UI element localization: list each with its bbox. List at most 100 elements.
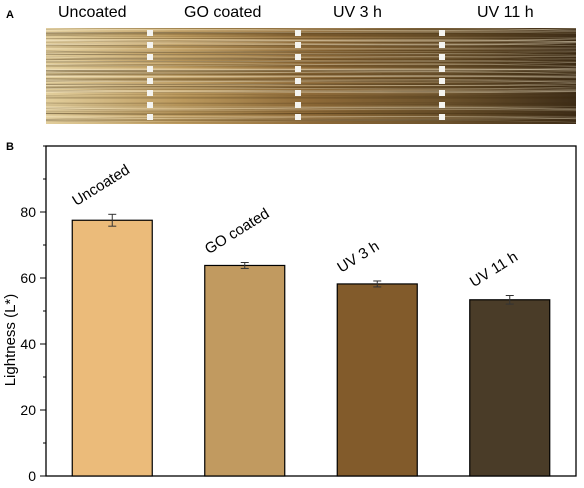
tape-marker <box>295 42 301 48</box>
hair-strand <box>46 118 576 121</box>
tape-marker <box>439 102 445 108</box>
hair-strand <box>46 31 576 34</box>
hair-swatch <box>46 28 576 124</box>
y-axis-label: Lightness (L*) <box>2 294 19 387</box>
y-tick-label: 40 <box>20 336 36 352</box>
hair-strand <box>46 39 576 42</box>
hair-strand <box>46 116 576 120</box>
hair-strand <box>46 57 576 60</box>
tape-marker <box>439 90 445 96</box>
tape-marker <box>147 102 153 108</box>
hair-strand <box>46 108 576 112</box>
hair-strand <box>46 53 576 56</box>
hair-strand <box>46 116 576 120</box>
tape-marker <box>295 54 301 60</box>
hair-strand <box>46 102 576 105</box>
hair-strand <box>46 70 576 74</box>
hair-strand <box>46 28 576 30</box>
tape-marker <box>295 66 301 72</box>
hair-strand <box>46 55 576 59</box>
hair-strand <box>46 31 576 34</box>
hair-strand <box>46 112 576 115</box>
tape-marker <box>295 78 301 84</box>
hair-strand <box>46 55 576 58</box>
hair-strand <box>46 37 576 40</box>
hair-strand <box>46 31 576 34</box>
caption-uncoated: Uncoated <box>58 4 127 21</box>
hair-strand <box>46 60 576 63</box>
hair-strand <box>46 112 576 116</box>
hair-strand <box>46 68 576 71</box>
hair-strand <box>46 79 576 82</box>
hair-strand <box>46 85 576 89</box>
hair-strand <box>46 53 576 55</box>
hair-strand <box>46 83 576 86</box>
caption-uv-11h: UV 11 h <box>477 4 534 21</box>
hair-strand <box>46 79 576 84</box>
hair-strand <box>46 60 576 63</box>
y-tick-label: 80 <box>20 204 36 220</box>
hair-strand <box>46 71 576 75</box>
hair-strand <box>46 89 576 92</box>
hair-strand <box>46 101 576 105</box>
hair-photo <box>46 28 576 124</box>
hair-strand <box>46 31 576 35</box>
hair-strand <box>46 83 576 86</box>
hair-strand <box>46 106 576 109</box>
hair-strand <box>46 42 576 46</box>
tape-marker <box>147 66 153 72</box>
hair-strand <box>46 71 576 75</box>
hair-strand <box>46 96 576 99</box>
hair-strand <box>46 28 576 32</box>
hair-strand <box>46 105 576 109</box>
tape-marker <box>439 114 445 120</box>
hair-strand <box>46 90 576 94</box>
hair-strand <box>46 63 576 67</box>
hair-strand <box>46 90 576 94</box>
hair-strand <box>46 91 576 94</box>
hair-strand <box>46 64 576 67</box>
hair-strand <box>46 115 576 118</box>
hair-strand <box>46 117 576 120</box>
tape-marker <box>439 66 445 72</box>
hair-strand <box>46 107 576 110</box>
bar-label: Uncoated <box>69 161 132 209</box>
bar <box>71 219 153 477</box>
hair-strand <box>46 31 576 34</box>
hair-strand <box>46 28 576 32</box>
hair-strand <box>46 40 576 43</box>
hair-strand <box>46 78 576 82</box>
hair-strand <box>46 68 576 71</box>
hair-strand <box>46 70 576 74</box>
hair-strand <box>46 34 576 38</box>
hair-strand <box>46 33 576 35</box>
hair-strand <box>46 44 576 47</box>
hair-strand <box>46 45 576 47</box>
tape-marker <box>147 114 153 120</box>
chart-ticks: 0 20 40 60 80 <box>20 145 46 484</box>
hair-strand <box>46 60 576 63</box>
hair-strand <box>46 112 576 114</box>
hair-strand <box>46 96 576 98</box>
hair-strand <box>46 28 576 31</box>
tape-marker <box>295 30 301 36</box>
hair-strand <box>46 58 576 62</box>
hair-strand <box>46 71 576 74</box>
hair-strand <box>46 80 576 83</box>
bar-label: UV 3 h <box>334 238 382 277</box>
y-tick-label: 60 <box>20 270 36 286</box>
hair-strand <box>46 86 576 90</box>
hair-strand <box>46 87 576 90</box>
hair-strand <box>46 120 576 123</box>
hair-strand <box>46 56 576 60</box>
tape-markers <box>147 30 445 120</box>
tape-marker <box>147 78 153 84</box>
bar <box>204 264 286 477</box>
bar <box>469 299 551 477</box>
hair-strands <box>46 28 576 124</box>
hair-strand <box>46 78 576 81</box>
hair-strand <box>46 88 576 92</box>
tape-marker <box>147 30 153 36</box>
tape-marker <box>295 102 301 108</box>
hair-strand <box>46 92 576 97</box>
